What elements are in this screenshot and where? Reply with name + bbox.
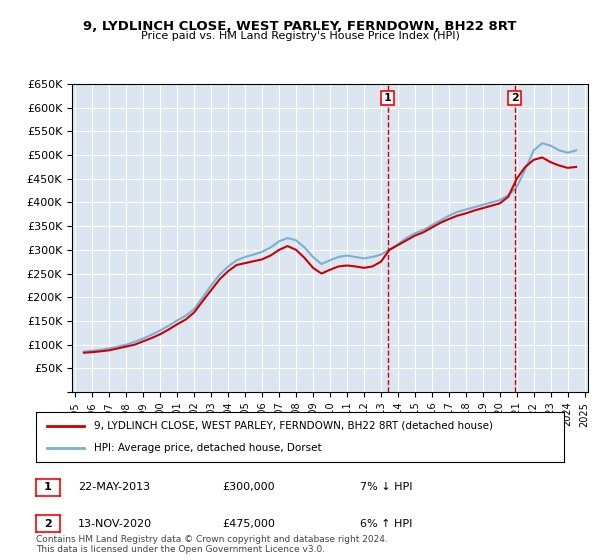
Text: 22-MAY-2013: 22-MAY-2013 (78, 482, 150, 492)
Text: 2: 2 (44, 519, 52, 529)
Text: 6% ↑ HPI: 6% ↑ HPI (360, 519, 412, 529)
Text: 9, LYDLINCH CLOSE, WEST PARLEY, FERNDOWN, BH22 8RT: 9, LYDLINCH CLOSE, WEST PARLEY, FERNDOWN… (83, 20, 517, 32)
Text: HPI: Average price, detached house, Dorset: HPI: Average price, detached house, Dors… (94, 443, 322, 453)
Text: Contains HM Land Registry data © Crown copyright and database right 2024.
This d: Contains HM Land Registry data © Crown c… (36, 535, 388, 554)
Text: 2: 2 (511, 93, 518, 103)
Text: 7% ↓ HPI: 7% ↓ HPI (360, 482, 413, 492)
Text: £300,000: £300,000 (222, 482, 275, 492)
Text: Price paid vs. HM Land Registry's House Price Index (HPI): Price paid vs. HM Land Registry's House … (140, 31, 460, 41)
Text: 1: 1 (383, 93, 391, 103)
Text: 13-NOV-2020: 13-NOV-2020 (78, 519, 152, 529)
Text: 1: 1 (44, 482, 52, 492)
Text: £475,000: £475,000 (222, 519, 275, 529)
Text: 9, LYDLINCH CLOSE, WEST PARLEY, FERNDOWN, BH22 8RT (detached house): 9, LYDLINCH CLOSE, WEST PARLEY, FERNDOWN… (94, 421, 493, 431)
